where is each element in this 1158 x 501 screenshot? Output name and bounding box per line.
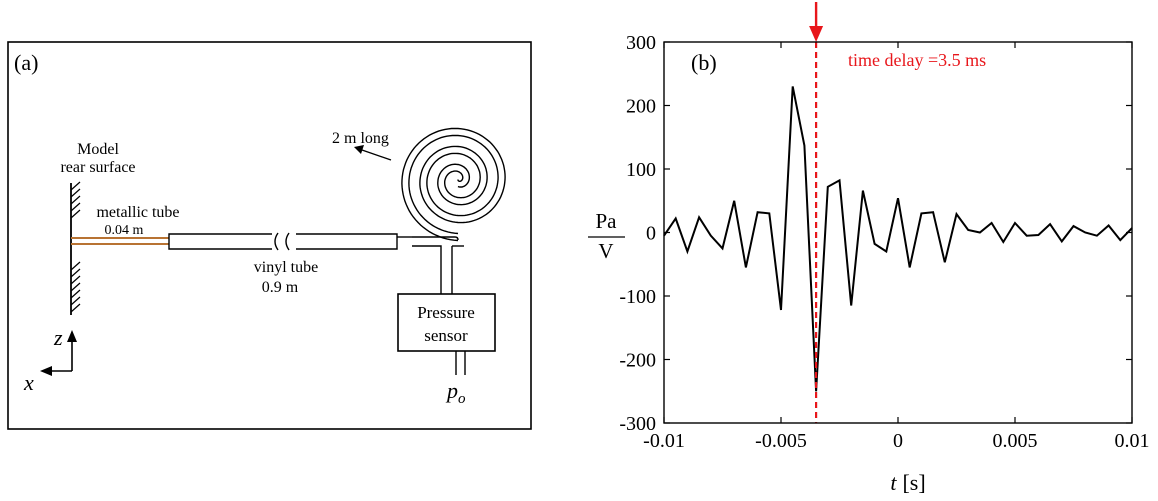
x-tick-label-1: -0.005 <box>755 430 807 452</box>
coil-outer-wall <box>401 127 506 242</box>
chart-panel-label: (b) <box>691 50 717 75</box>
diagram-panel-label: (a) <box>14 50 38 75</box>
metallic-tube-label: metallic tube <box>96 204 179 221</box>
hatch-stroke-lower-3 <box>70 282 81 292</box>
chart-ticks: -300 -200 -100 0 100 200 300 -0.01 -0.005 0 0.005 0… <box>619 32 1149 452</box>
hatch-stroke-upper-3 <box>70 202 81 212</box>
coil-arrow-head <box>354 145 364 154</box>
hatch-stroke-lower-6 <box>70 303 81 313</box>
vinyl-tube-left-segment <box>168 233 272 250</box>
y-tick-label-3: 0 <box>646 223 656 245</box>
coil-inner-wall <box>408 134 499 235</box>
y-tick-label-1: -200 <box>619 350 656 372</box>
surface-hatching-lower <box>70 261 81 313</box>
sensor-tubing <box>412 236 464 294</box>
y-tick-label-5: 200 <box>626 96 656 118</box>
hatch-stroke-upper-2 <box>70 195 81 205</box>
hatch-stroke-upper-1 <box>70 188 81 198</box>
hatch-stroke-upper-0 <box>70 181 81 191</box>
y-tick-label-6: 300 <box>626 32 656 54</box>
coiled-tube <box>401 127 506 242</box>
y-tick-label-2: -100 <box>619 286 656 308</box>
y-label-numerator: Pa <box>596 209 618 233</box>
diagram-panel: (a) Model rear surface metallic tube 0.0… <box>7 41 532 430</box>
y-tick-label-0: -300 <box>619 413 656 435</box>
x-label-symbol: t <box>890 470 897 495</box>
chart-panel: -300 -200 -100 0 100 200 300 -0.01 -0.005 0 0.005 0… <box>588 2 1150 495</box>
po-symbol: p <box>445 378 458 403</box>
coil-arrow-shaft <box>361 149 392 161</box>
vinyl-tube <box>168 232 412 251</box>
signal-line <box>663 86 1133 392</box>
chart-plot-area <box>663 2 1133 423</box>
coil-arrow <box>354 145 392 161</box>
x-label-unit: [s] <box>902 470 925 495</box>
reference-pressure-symbol: po <box>445 378 466 407</box>
time-delay-arrow-head <box>809 26 824 42</box>
x-tick-label-0: -0.01 <box>643 430 685 452</box>
time-delay-annotation: time delay =3.5 ms <box>848 50 986 70</box>
chart-frame <box>663 41 1133 424</box>
hatch-stroke-lower-4 <box>70 289 81 299</box>
metallic-tube <box>71 237 169 245</box>
metallic-tube-length: 0.04 m <box>105 223 144 238</box>
sensor-label-line2: sensor <box>424 326 468 345</box>
y-axis-label: Pa V <box>588 209 625 263</box>
coil-length-label: 2 m long <box>332 130 389 147</box>
hatch-stroke-lower-2 <box>70 275 81 285</box>
sensor-branch-left-wall <box>412 245 442 294</box>
x-axis-arrowhead <box>40 366 52 376</box>
y-label-denominator: V <box>598 239 613 263</box>
surface-hatching-upper <box>70 181 81 219</box>
x-tick-label-3: 0.005 <box>993 430 1038 452</box>
tube-break-right <box>285 232 290 251</box>
x-tick-label-4: 0.01 <box>1115 430 1150 452</box>
line-to-coil <box>412 236 459 241</box>
hatch-stroke-lower-5 <box>70 296 81 306</box>
axis-z-label: z <box>53 325 63 350</box>
hatch-stroke-upper-4 <box>70 209 81 219</box>
diagram-frame <box>7 41 532 430</box>
vinyl-tube-length: 0.9 m <box>262 279 299 296</box>
hatch-stroke-lower-1 <box>70 268 81 278</box>
z-axis-arrowhead <box>67 330 77 342</box>
vinyl-tube-label: vinyl tube <box>254 259 318 276</box>
vinyl-tube-right-segment <box>296 233 398 250</box>
pressure-sensor-box <box>397 293 496 352</box>
axis-x-label: x <box>23 370 34 395</box>
x-tick-label-2: 0 <box>893 430 903 452</box>
model-label-line1: Model <box>77 141 119 158</box>
hatch-stroke-lower-0 <box>70 261 81 271</box>
model-label-line2: rear surface <box>60 159 135 176</box>
sensor-label-line1: Pressure <box>417 303 475 322</box>
tube-break-left <box>274 232 279 251</box>
po-subscript: o <box>458 391 466 407</box>
x-axis-label: t [s] <box>890 470 925 495</box>
coordinate-axes: z x <box>23 325 77 395</box>
y-tick-label-4: 100 <box>626 159 656 181</box>
